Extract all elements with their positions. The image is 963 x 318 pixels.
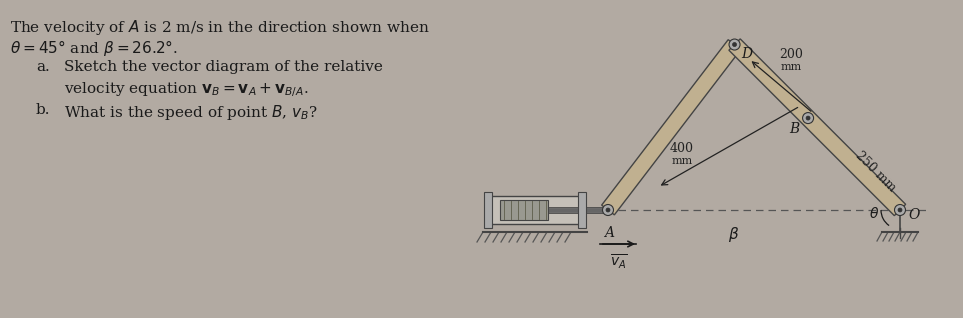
Text: a.: a. — [36, 60, 50, 74]
Text: A: A — [604, 226, 614, 240]
Text: What is the speed of point $\mathit{B}$, $v_B$?: What is the speed of point $\mathit{B}$,… — [64, 103, 318, 122]
Circle shape — [898, 208, 902, 212]
Bar — [484, 192, 492, 228]
Text: $\theta = 45°$ and $\beta = 26.2°$.: $\theta = 45°$ and $\beta = 26.2°$. — [10, 38, 178, 58]
Text: D: D — [741, 46, 752, 60]
Circle shape — [606, 208, 610, 212]
Text: mm: mm — [671, 156, 692, 166]
Text: $\theta$: $\theta$ — [869, 206, 879, 221]
Text: velocity equation $\mathbf{v}_B = \mathbf{v}_A + \mathbf{v}_{B/A}$.: velocity equation $\mathbf{v}_B = \mathb… — [64, 80, 308, 99]
Polygon shape — [602, 40, 741, 215]
Circle shape — [603, 204, 613, 216]
Text: $\overline{v_A}$: $\overline{v_A}$ — [611, 252, 628, 271]
Text: mm: mm — [781, 62, 802, 72]
Bar — [488, 196, 582, 224]
Bar — [500, 200, 548, 220]
Polygon shape — [729, 39, 905, 216]
Circle shape — [895, 204, 905, 216]
Text: The velocity of $\mathit{A}$ is 2 m/s in the direction shown when: The velocity of $\mathit{A}$ is 2 m/s in… — [10, 18, 429, 37]
Circle shape — [802, 113, 814, 124]
Circle shape — [806, 116, 810, 120]
Bar — [578, 192, 586, 228]
Circle shape — [729, 39, 740, 50]
Text: O: O — [908, 208, 920, 222]
Text: 250 mm: 250 mm — [853, 149, 898, 195]
Text: Sketch the vector diagram of the relative: Sketch the vector diagram of the relativ… — [64, 60, 383, 74]
Circle shape — [733, 43, 737, 46]
Text: b.: b. — [36, 103, 50, 117]
Text: 200: 200 — [779, 48, 803, 61]
Text: B: B — [789, 122, 799, 136]
Text: 400: 400 — [670, 142, 694, 156]
Text: $\beta$: $\beta$ — [728, 225, 740, 244]
